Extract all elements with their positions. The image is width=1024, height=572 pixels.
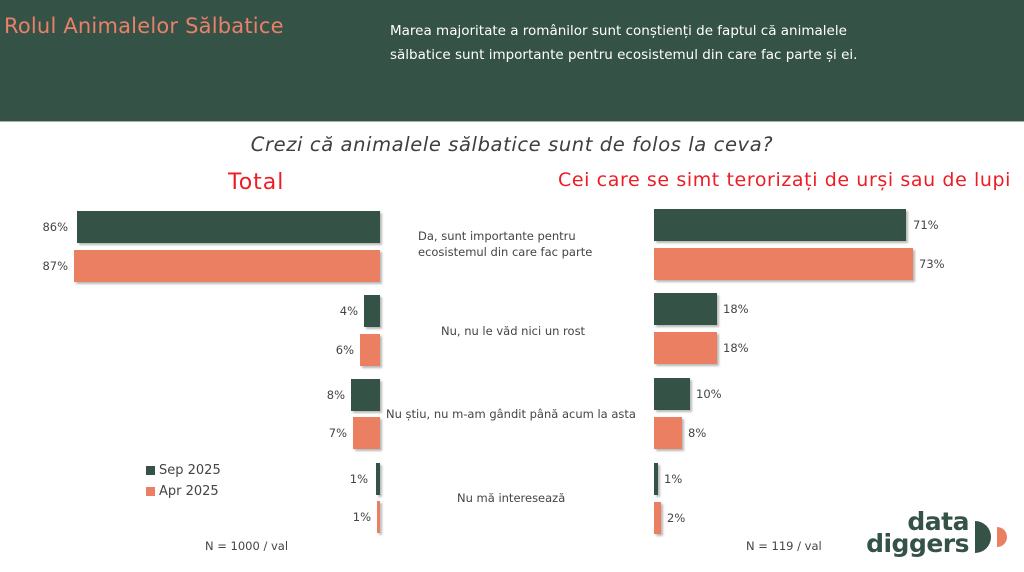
- logo-line-diggers: diggers: [866, 529, 969, 558]
- legend-swatch-sep: [146, 466, 155, 475]
- left-value-apr-3: 1%: [352, 510, 371, 524]
- header-banner: Rolul Animalelor Sălbatice Marea majorit…: [0, 0, 1024, 122]
- left-value-sep-3: 1%: [349, 472, 368, 486]
- right-value-apr-3: 2%: [667, 511, 686, 525]
- left-bar-sep-3: [376, 463, 380, 495]
- right-bar-sep-1: [654, 293, 717, 325]
- legend-item-sep: Sep 2025: [146, 460, 221, 481]
- left-value-apr-0: 87%: [42, 259, 68, 273]
- right-bar-apr-3: [654, 502, 661, 534]
- right-bar-sep-0: [654, 209, 906, 241]
- right-bar-apr-0: [654, 248, 913, 280]
- left-bar-sep-0: [77, 211, 380, 243]
- left-bar-apr-3: [377, 501, 380, 533]
- legend-label-sep: Sep 2025: [159, 463, 221, 478]
- left-bar-apr-2: [353, 417, 380, 449]
- category-label-3: Nu mă interesează: [457, 491, 566, 505]
- page-title: Rolul Animalelor Sălbatice: [4, 14, 284, 38]
- left-value-sep-0: 86%: [42, 220, 68, 234]
- legend-label-apr: Apr 2025: [159, 484, 219, 499]
- left-value-apr-1: 6%: [335, 343, 354, 357]
- left-value-sep-1: 4%: [339, 304, 358, 318]
- right-value-apr-0: 73%: [919, 257, 945, 271]
- header-description: Marea majoritate a românilor sunt conști…: [390, 23, 858, 63]
- right-bar-sep-3: [654, 463, 658, 495]
- left-value-apr-2: 7%: [328, 426, 347, 440]
- data-diggers-logo: data diggers: [866, 507, 1016, 561]
- left-bar-sep-2: [351, 379, 380, 411]
- category-label-1: Nu, nu le văd nici un rost: [441, 324, 586, 338]
- right-value-sep-1: 18%: [723, 302, 749, 316]
- left-bar-sep-1: [364, 295, 380, 327]
- logo-line-data: data: [907, 507, 969, 536]
- logo-half-circles-icon: [975, 521, 1007, 553]
- left-bar-apr-0: [74, 250, 380, 282]
- category-label-0: Da, sunt importante pentru ecosistemul d…: [418, 229, 593, 259]
- chart-legend: Sep 2025 Apr 2025: [146, 460, 221, 502]
- right-value-apr-2: 8%: [688, 426, 707, 440]
- category-label-2: Nu știu, nu m-am gândit până acum la ast…: [386, 407, 636, 421]
- logo-wordmark: data diggers: [866, 507, 969, 558]
- right-bar-apr-2: [654, 417, 682, 449]
- survey-question: Crezi că animalele sălbatice sunt de fol…: [250, 133, 774, 156]
- legend-swatch-apr: [146, 487, 155, 496]
- right-value-apr-1: 18%: [723, 341, 749, 355]
- left-bar-apr-1: [360, 334, 380, 366]
- left-value-sep-2: 8%: [326, 388, 345, 402]
- right-value-sep-0: 71%: [913, 218, 939, 232]
- right-sample-size: N = 119 / val: [746, 539, 822, 553]
- left-panel-title: Total: [228, 170, 285, 195]
- right-value-sep-2: 10%: [696, 387, 722, 401]
- right-value-sep-3: 1%: [664, 472, 683, 486]
- left-sample-size: N = 1000 / val: [205, 539, 289, 553]
- right-bar-sep-2: [654, 378, 690, 410]
- right-panel-title: Cei care se simt terorizați de urși sau …: [558, 169, 1012, 191]
- right-bar-apr-1: [654, 332, 717, 364]
- legend-item-apr: Apr 2025: [146, 481, 221, 502]
